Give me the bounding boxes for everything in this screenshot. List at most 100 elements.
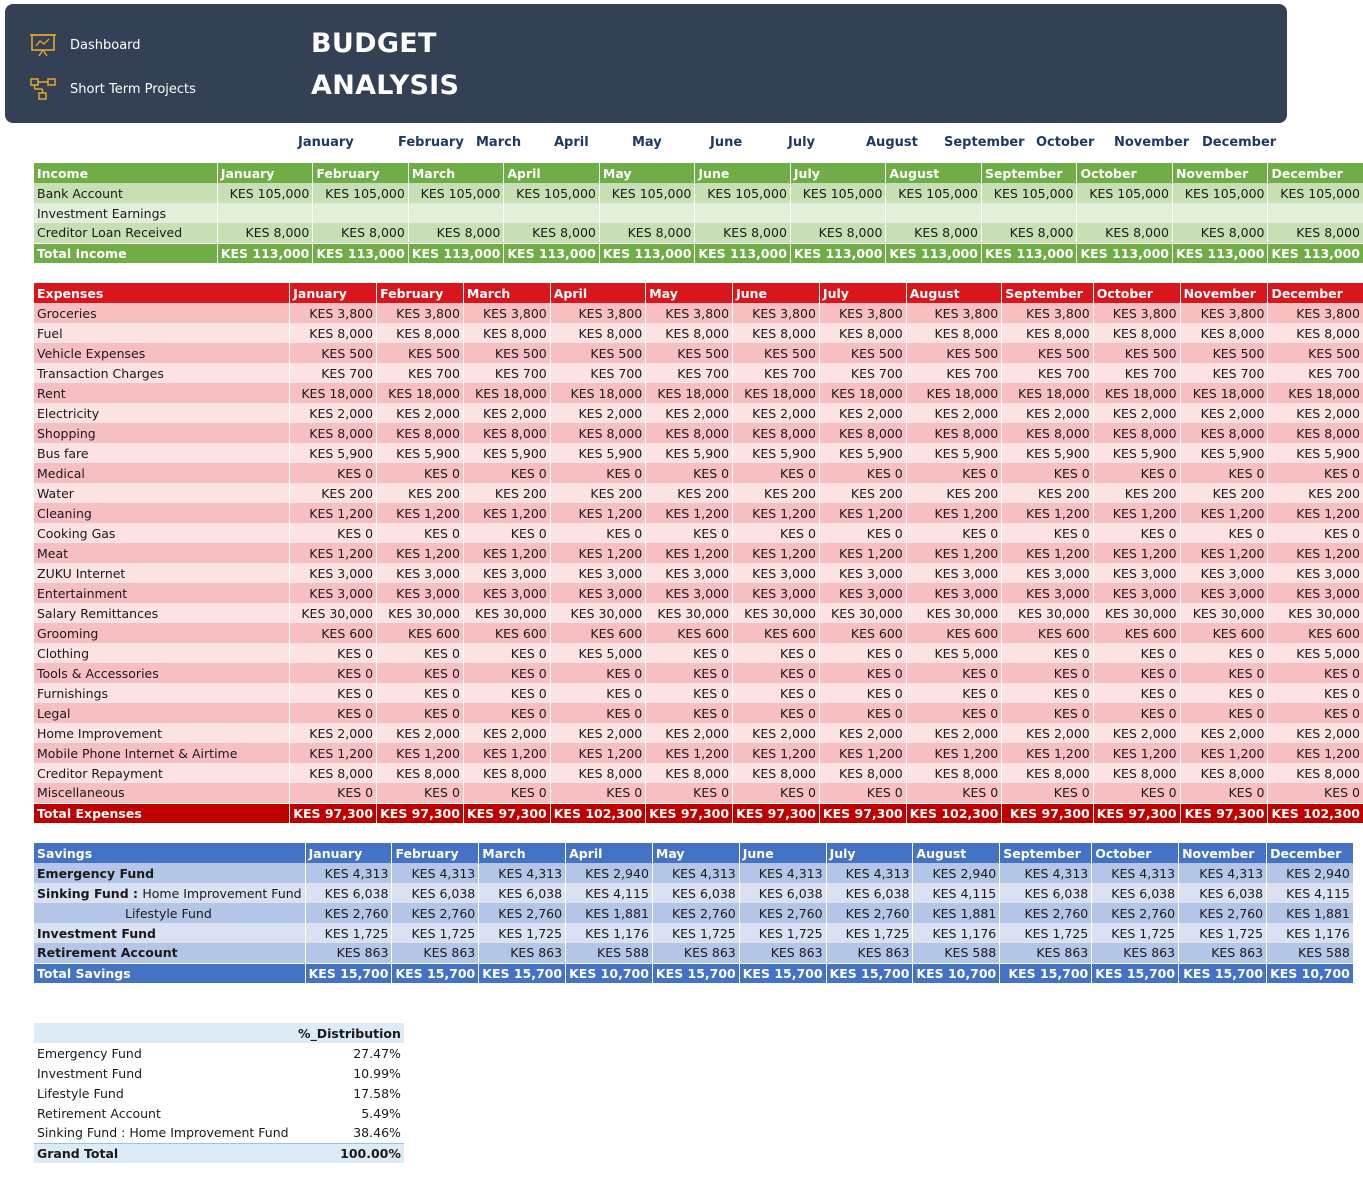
expenses-cell[interactable]: KES 0 xyxy=(289,703,377,723)
expenses-cell[interactable]: KES 3,000 xyxy=(1179,563,1268,583)
savings-cell[interactable]: KES 4,115 xyxy=(1266,883,1353,903)
expenses-cell[interactable]: KES 2,000 xyxy=(1179,403,1268,423)
expenses-cell[interactable]: KES 1,200 xyxy=(549,503,646,523)
expenses-cell[interactable]: KES 0 xyxy=(376,463,464,483)
expenses-cell[interactable]: KES 1,200 xyxy=(462,543,551,563)
expenses-cell[interactable]: KES 2,000 xyxy=(1267,723,1363,743)
expenses-cell[interactable]: KES 3,000 xyxy=(289,583,377,603)
savings-cell[interactable]: KES 863 xyxy=(478,943,566,963)
expenses-cell[interactable]: KES 1,200 xyxy=(1267,503,1363,523)
savings-cell[interactable]: KES 2,760 xyxy=(651,903,740,923)
expenses-cell[interactable]: KES 8,000 xyxy=(645,423,733,443)
expenses-cell[interactable]: KES 0 xyxy=(1001,783,1094,803)
expenses-cell[interactable]: KES 3,800 xyxy=(462,303,551,323)
expenses-cell[interactable]: KES 5,000 xyxy=(549,643,646,663)
expenses-cell[interactable]: KES 600 xyxy=(645,623,733,643)
expenses-cell[interactable]: KES 8,000 xyxy=(732,423,820,443)
expenses-cell[interactable]: KES 8,000 xyxy=(1267,423,1363,443)
expenses-cell[interactable]: KES 3,000 xyxy=(905,563,1002,583)
savings-cell[interactable]: KES 4,313 xyxy=(478,863,566,883)
expenses-cell[interactable]: KES 3,800 xyxy=(905,303,1002,323)
expenses-cell[interactable]: KES 500 xyxy=(1267,343,1363,363)
savings-cell[interactable]: KES 2,760 xyxy=(999,903,1092,923)
savings-cell[interactable]: KES 2,940 xyxy=(565,863,653,883)
savings-cell[interactable]: KES 4,313 xyxy=(1091,863,1179,883)
expenses-cell[interactable]: KES 0 xyxy=(732,523,820,543)
expenses-cell[interactable]: KES 200 xyxy=(645,483,733,503)
expenses-cell[interactable]: KES 3,000 xyxy=(732,583,820,603)
expenses-cell[interactable]: KES 1,200 xyxy=(1179,543,1268,563)
income-cell[interactable]: KES 8,000 xyxy=(694,223,791,243)
expenses-cell[interactable]: KES 8,000 xyxy=(645,763,733,783)
expenses-cell[interactable]: KES 0 xyxy=(289,663,377,683)
income-cell[interactable]: KES 105,000 xyxy=(1171,183,1268,203)
expenses-cell[interactable]: KES 0 xyxy=(1092,523,1181,543)
expenses-cell[interactable]: KES 1,200 xyxy=(376,743,464,763)
expenses-cell[interactable]: KES 0 xyxy=(1001,663,1094,683)
expenses-cell[interactable]: KES 200 xyxy=(462,483,551,503)
savings-cell[interactable]: KES 4,313 xyxy=(391,863,479,883)
savings-cell[interactable]: KES 863 xyxy=(391,943,479,963)
expenses-cell[interactable]: KES 1,200 xyxy=(732,503,820,523)
savings-cell[interactable]: KES 2,760 xyxy=(1178,903,1267,923)
expenses-cell[interactable]: KES 0 xyxy=(462,703,551,723)
expenses-cell[interactable]: KES 3,000 xyxy=(732,563,820,583)
income-cell[interactable]: KES 105,000 xyxy=(216,183,313,203)
expenses-cell[interactable]: KES 200 xyxy=(1001,483,1094,503)
expenses-cell[interactable]: KES 0 xyxy=(818,663,907,683)
savings-cell[interactable]: KES 1,176 xyxy=(565,923,653,943)
expenses-cell[interactable]: KES 5,900 xyxy=(376,443,464,463)
expenses-cell[interactable]: KES 0 xyxy=(549,683,646,703)
expenses-cell[interactable]: KES 0 xyxy=(1092,663,1181,683)
income-cell[interactable]: KES 105,000 xyxy=(694,183,791,203)
expenses-cell[interactable]: KES 0 xyxy=(549,463,646,483)
expenses-cell[interactable]: KES 0 xyxy=(645,683,733,703)
expenses-cell[interactable]: KES 0 xyxy=(732,683,820,703)
expenses-cell[interactable]: KES 0 xyxy=(645,643,733,663)
expenses-cell[interactable]: KES 5,900 xyxy=(549,443,646,463)
savings-cell[interactable]: KES 1,725 xyxy=(1178,923,1267,943)
expenses-cell[interactable]: KES 3,800 xyxy=(1179,303,1268,323)
expenses-cell[interactable]: KES 2,000 xyxy=(645,403,733,423)
expenses-cell[interactable]: KES 8,000 xyxy=(1001,763,1094,783)
expenses-cell[interactable]: KES 500 xyxy=(462,343,551,363)
savings-cell[interactable]: KES 6,038 xyxy=(1091,883,1179,903)
expenses-cell[interactable]: KES 1,200 xyxy=(645,503,733,523)
expenses-cell[interactable]: KES 700 xyxy=(1267,363,1363,383)
expenses-cell[interactable]: KES 8,000 xyxy=(1092,323,1181,343)
expenses-cell[interactable]: KES 8,000 xyxy=(1179,323,1268,343)
savings-cell[interactable]: KES 4,115 xyxy=(565,883,653,903)
expenses-cell[interactable]: KES 0 xyxy=(1001,703,1094,723)
expenses-cell[interactable]: KES 600 xyxy=(549,623,646,643)
expenses-cell[interactable]: KES 3,000 xyxy=(549,563,646,583)
expenses-cell[interactable]: KES 3,000 xyxy=(905,583,1002,603)
expenses-cell[interactable]: KES 3,800 xyxy=(289,303,377,323)
income-cell[interactable]: KES 105,000 xyxy=(789,183,886,203)
expenses-cell[interactable]: KES 3,000 xyxy=(1179,583,1268,603)
expenses-cell[interactable]: KES 8,000 xyxy=(1267,763,1363,783)
expenses-cell[interactable]: KES 30,000 xyxy=(905,603,1002,623)
expenses-cell[interactable]: KES 1,200 xyxy=(289,503,377,523)
expenses-cell[interactable]: KES 200 xyxy=(1267,483,1363,503)
expenses-cell[interactable]: KES 8,000 xyxy=(376,323,464,343)
savings-cell[interactable]: KES 6,038 xyxy=(738,883,827,903)
expenses-cell[interactable]: KES 200 xyxy=(732,483,820,503)
expenses-cell[interactable]: KES 3,000 xyxy=(462,563,551,583)
expenses-cell[interactable]: KES 3,800 xyxy=(376,303,464,323)
expenses-cell[interactable]: KES 18,000 xyxy=(905,383,1002,403)
savings-cell[interactable]: KES 4,313 xyxy=(738,863,827,883)
income-cell[interactable]: KES 8,000 xyxy=(885,223,982,243)
expenses-cell[interactable]: KES 3,000 xyxy=(1267,583,1363,603)
expenses-cell[interactable]: KES 30,000 xyxy=(549,603,646,623)
expenses-cell[interactable]: KES 8,000 xyxy=(1267,323,1363,343)
savings-cell[interactable]: KES 588 xyxy=(912,943,1000,963)
expenses-cell[interactable]: KES 0 xyxy=(905,683,1002,703)
expenses-cell[interactable]: KES 2,000 xyxy=(376,723,464,743)
expenses-cell[interactable]: KES 700 xyxy=(1001,363,1094,383)
savings-cell[interactable]: KES 1,881 xyxy=(565,903,653,923)
expenses-cell[interactable]: KES 3,000 xyxy=(645,563,733,583)
savings-cell[interactable]: KES 863 xyxy=(1091,943,1179,963)
expenses-cell[interactable]: KES 1,200 xyxy=(376,543,464,563)
expenses-cell[interactable]: KES 8,000 xyxy=(905,763,1002,783)
expenses-cell[interactable]: KES 8,000 xyxy=(1179,763,1268,783)
